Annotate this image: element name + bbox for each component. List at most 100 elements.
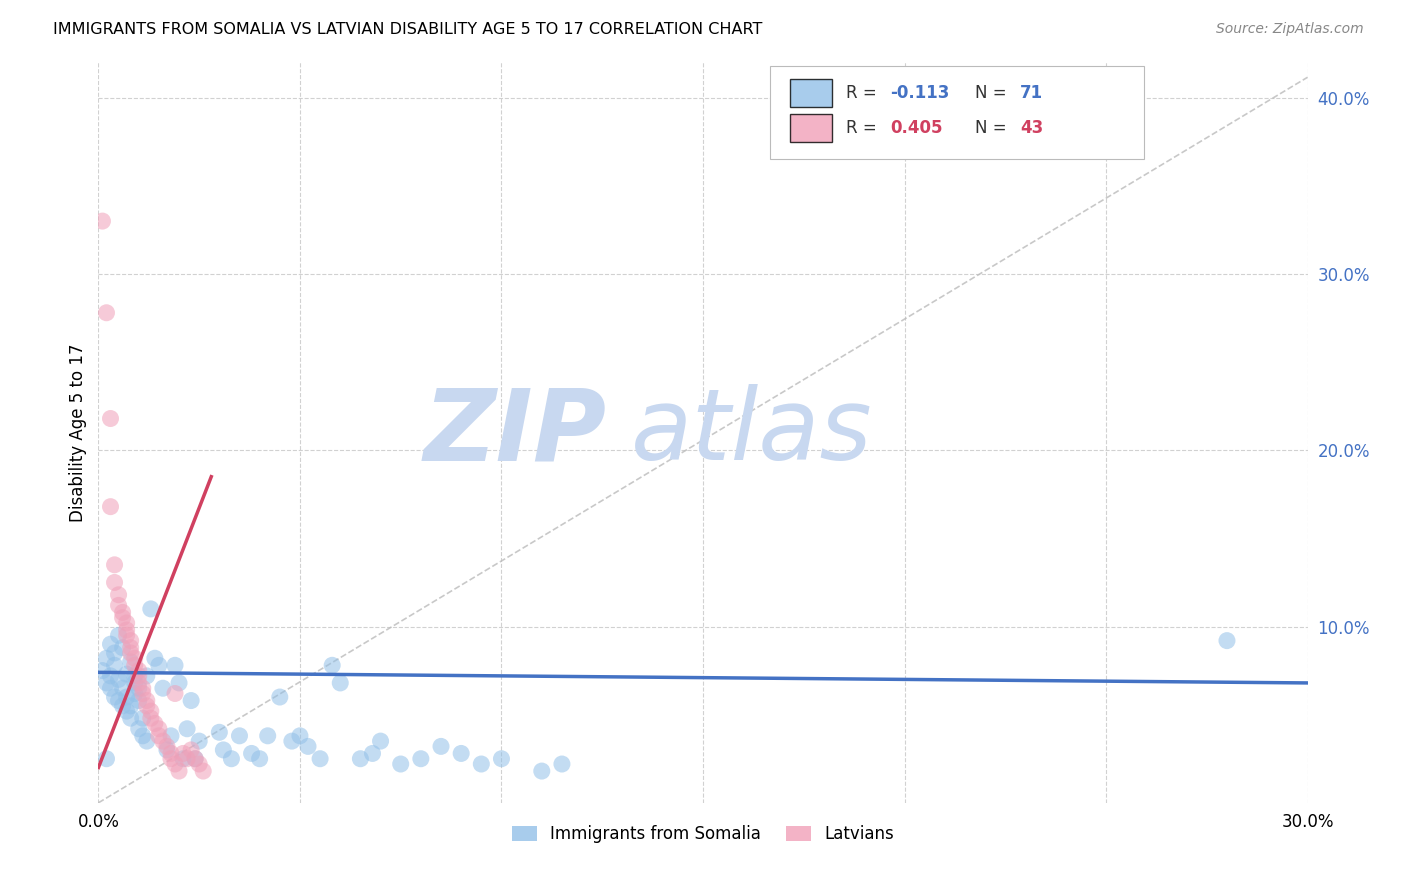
Point bbox=[96, 306, 118, 320]
Point bbox=[491, 752, 513, 766]
Point bbox=[160, 747, 183, 761]
Point bbox=[148, 722, 170, 736]
Point bbox=[100, 411, 122, 425]
Point bbox=[389, 757, 412, 772]
Point bbox=[176, 752, 198, 766]
Point bbox=[120, 655, 142, 669]
Point bbox=[163, 658, 186, 673]
Point bbox=[139, 602, 162, 616]
Point bbox=[124, 658, 146, 673]
Point bbox=[135, 693, 157, 707]
Point bbox=[163, 757, 186, 772]
Point bbox=[111, 640, 134, 655]
Point bbox=[167, 764, 190, 778]
Point bbox=[193, 764, 215, 778]
Point bbox=[103, 646, 125, 660]
Point bbox=[132, 711, 155, 725]
Point bbox=[111, 698, 134, 713]
Text: R =: R = bbox=[845, 119, 882, 136]
Point bbox=[96, 752, 118, 766]
Point bbox=[249, 752, 271, 766]
Point bbox=[361, 747, 384, 761]
Point bbox=[132, 686, 155, 700]
Text: Source: ZipAtlas.com: Source: ZipAtlas.com bbox=[1216, 22, 1364, 37]
Point bbox=[100, 637, 122, 651]
Point bbox=[1216, 633, 1239, 648]
Point bbox=[103, 575, 125, 590]
Point bbox=[103, 658, 125, 673]
Point bbox=[135, 734, 157, 748]
Point bbox=[100, 669, 122, 683]
Point bbox=[184, 752, 207, 766]
Point bbox=[128, 676, 150, 690]
Point bbox=[128, 681, 150, 696]
Text: 43: 43 bbox=[1019, 119, 1043, 136]
Point bbox=[208, 725, 231, 739]
Point bbox=[240, 747, 263, 761]
Point bbox=[221, 752, 243, 766]
Point bbox=[111, 610, 134, 624]
Point bbox=[120, 698, 142, 713]
Point bbox=[172, 752, 194, 766]
Point bbox=[128, 693, 150, 707]
Point bbox=[269, 690, 291, 704]
Point bbox=[143, 716, 166, 731]
Point bbox=[180, 693, 202, 707]
Point bbox=[135, 669, 157, 683]
Text: N =: N = bbox=[976, 119, 1012, 136]
Point bbox=[111, 606, 134, 620]
Point bbox=[124, 669, 146, 683]
Point bbox=[100, 500, 122, 514]
Text: 71: 71 bbox=[1019, 84, 1043, 102]
Legend: Immigrants from Somalia, Latvians: Immigrants from Somalia, Latvians bbox=[505, 819, 901, 850]
Point bbox=[100, 681, 122, 696]
Point bbox=[115, 623, 138, 637]
Point bbox=[124, 686, 146, 700]
Point bbox=[148, 658, 170, 673]
Point bbox=[321, 658, 343, 673]
Point bbox=[115, 667, 138, 681]
Point bbox=[530, 764, 553, 778]
Point bbox=[124, 651, 146, 665]
Point bbox=[349, 752, 371, 766]
Point bbox=[156, 739, 179, 754]
Point bbox=[212, 743, 235, 757]
Text: ZIP: ZIP bbox=[423, 384, 606, 481]
Point bbox=[256, 729, 278, 743]
Point bbox=[228, 729, 250, 743]
Point bbox=[184, 752, 207, 766]
Point bbox=[120, 640, 142, 655]
Point bbox=[370, 734, 392, 748]
Point bbox=[160, 752, 183, 766]
Text: -0.113: -0.113 bbox=[890, 84, 950, 102]
Point bbox=[163, 686, 186, 700]
Text: IMMIGRANTS FROM SOMALIA VS LATVIAN DISABILITY AGE 5 TO 17 CORRELATION CHART: IMMIGRANTS FROM SOMALIA VS LATVIAN DISAB… bbox=[53, 22, 763, 37]
Point bbox=[297, 739, 319, 754]
Point bbox=[143, 651, 166, 665]
Point bbox=[107, 599, 129, 613]
Point bbox=[120, 646, 142, 660]
Point bbox=[167, 676, 190, 690]
Point bbox=[128, 664, 150, 678]
Point bbox=[107, 588, 129, 602]
Point bbox=[96, 676, 118, 690]
Point bbox=[188, 734, 211, 748]
Point bbox=[115, 690, 138, 704]
Point bbox=[107, 628, 129, 642]
Point bbox=[120, 633, 142, 648]
Point bbox=[124, 676, 146, 690]
Point bbox=[111, 681, 134, 696]
Point bbox=[176, 722, 198, 736]
Point bbox=[551, 757, 574, 772]
Point bbox=[132, 681, 155, 696]
Point bbox=[139, 704, 162, 718]
Point bbox=[91, 664, 114, 678]
Point bbox=[128, 669, 150, 683]
Point bbox=[107, 693, 129, 707]
Point bbox=[103, 690, 125, 704]
Point bbox=[156, 743, 179, 757]
Point bbox=[409, 752, 432, 766]
Text: 0.405: 0.405 bbox=[890, 119, 943, 136]
Point bbox=[450, 747, 472, 761]
Point bbox=[91, 214, 114, 228]
